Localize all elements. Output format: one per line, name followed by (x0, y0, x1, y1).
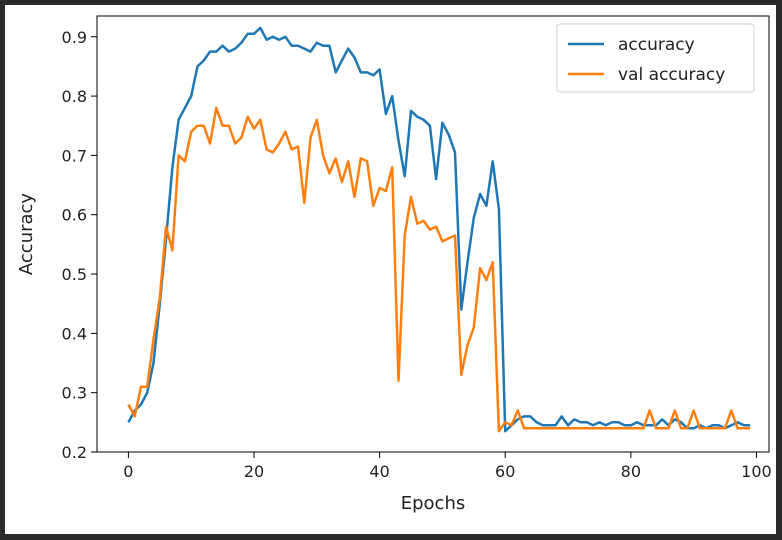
y-tick-label: 0.8 (62, 87, 87, 106)
y-tick-label: 0.3 (62, 384, 87, 403)
y-tick-label: 0.5 (62, 265, 87, 284)
x-axis-ticks: 0 20 40 60 80 100 (123, 452, 772, 481)
x-tick-label: 80 (621, 462, 641, 481)
x-tick-label: 20 (244, 462, 264, 481)
y-tick-label: 0.7 (62, 146, 87, 165)
line-chart: 0 20 40 60 80 100 0.2 0.3 0.4 0.5 0.6 0.7 0.8 0.9 Ep… (16, 15, 772, 514)
y-tick-label: 0.4 (62, 324, 87, 343)
x-tick-label: 40 (369, 462, 389, 481)
y-axis-label: Accuracy (16, 193, 37, 276)
x-axis-label: Epochs (401, 493, 466, 514)
y-tick-label: 0.2 (62, 443, 87, 462)
legend-label-val-accuracy: val accuracy (618, 65, 725, 85)
legend-box (556, 23, 755, 93)
x-tick-label: 100 (741, 462, 772, 481)
x-tick-label: 0 (123, 462, 133, 481)
axes-frame (96, 15, 770, 453)
series-line-accuracy (127, 26, 751, 433)
legend-label-accuracy: accuracy (618, 35, 695, 55)
plot-lines (127, 26, 751, 433)
y-tick-label: 0.6 (62, 206, 87, 225)
series-line-val-accuracy (127, 106, 751, 433)
y-tick-label: 0.9 (62, 28, 87, 47)
y-axis-ticks: 0.2 0.3 0.4 0.5 0.6 0.7 0.8 0.9 (62, 28, 97, 462)
legend: accuracy val accuracy (556, 23, 755, 93)
x-tick-label: 60 (495, 462, 515, 481)
chart-frame: 0 20 40 60 80 100 0.2 0.3 0.4 0.5 0.6 0.7 0.8 0.9 Ep… (5, 5, 776, 534)
